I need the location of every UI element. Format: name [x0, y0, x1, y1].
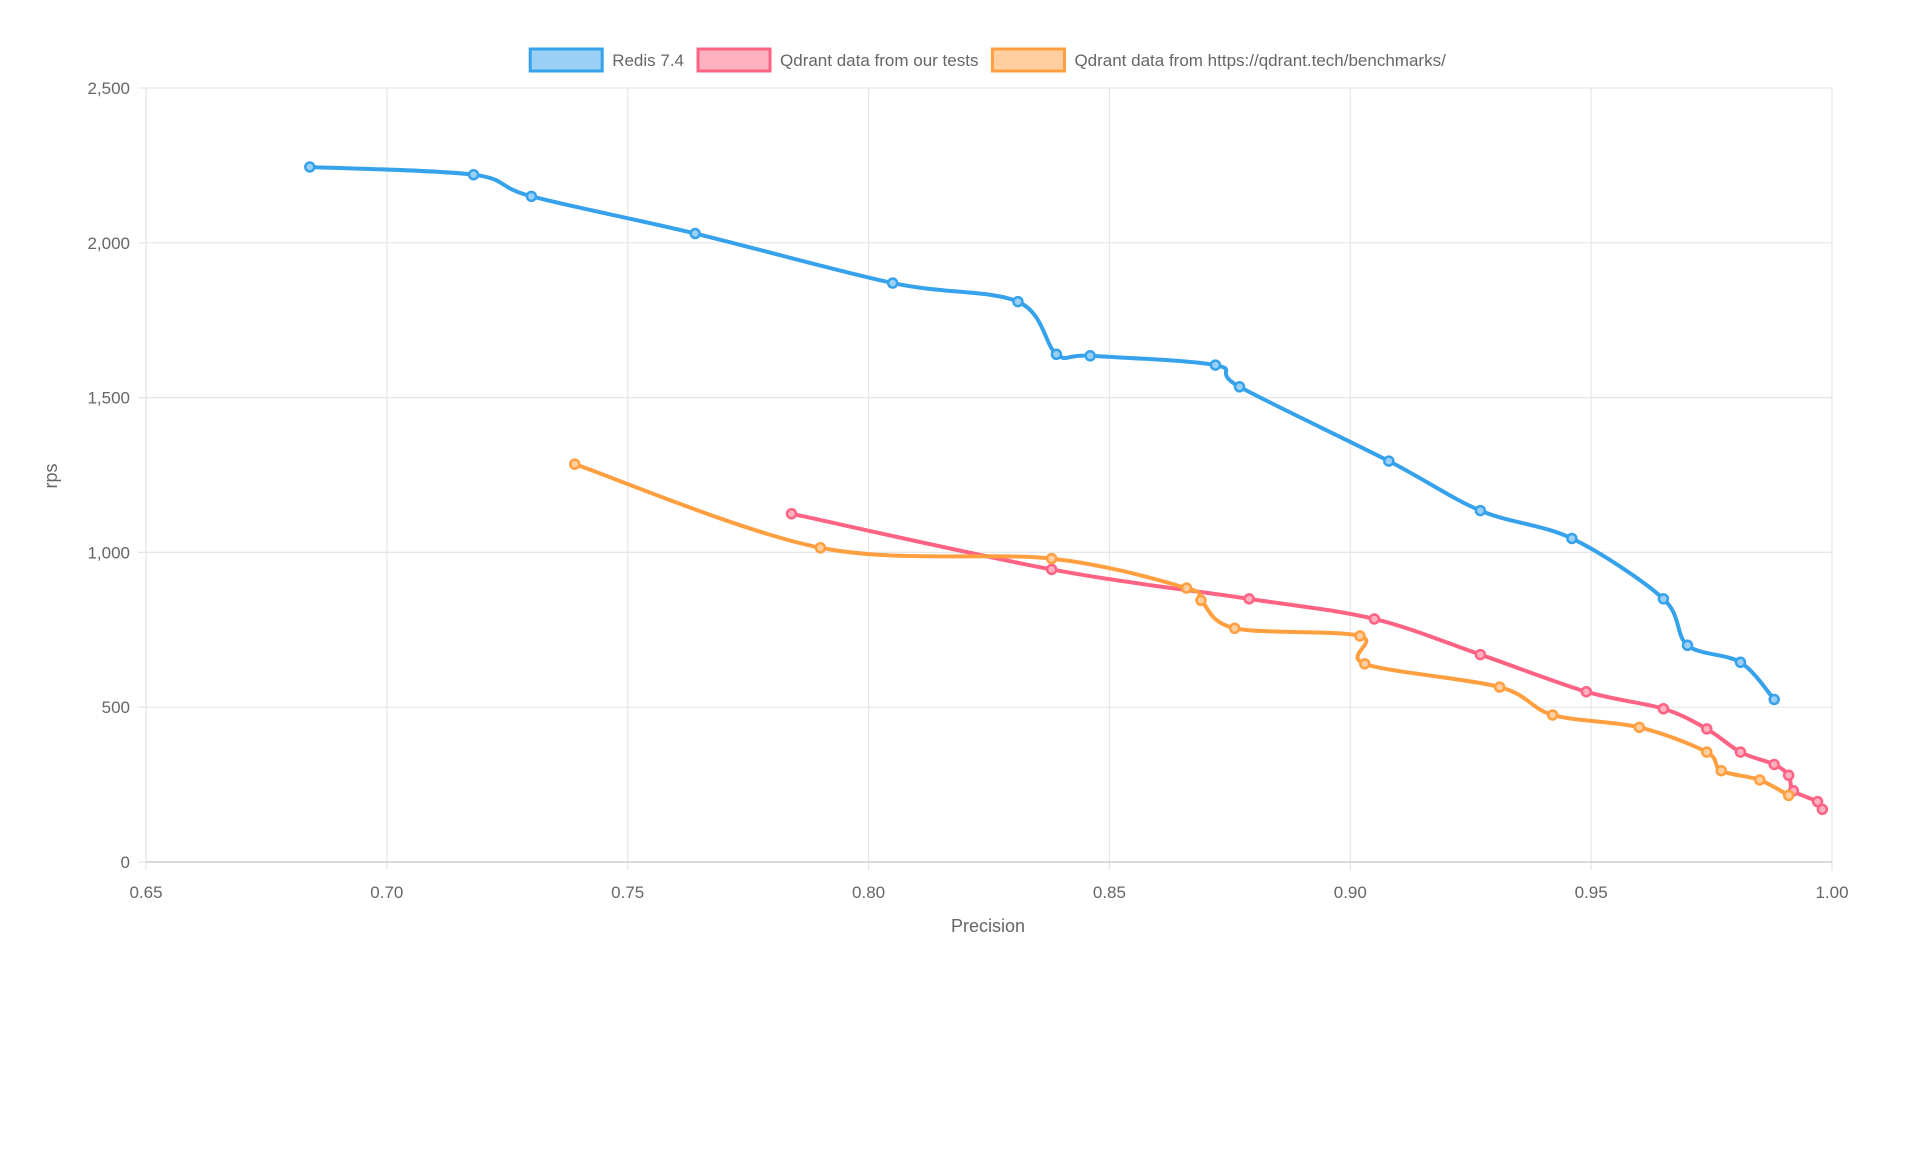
data-point-qdrant-data-from-https-qdrant-tech-benchmarks[interactable] — [1354, 630, 1366, 642]
data-point-qdrant-data-from-https-qdrant-tech-benchmarks[interactable] — [1715, 764, 1727, 777]
data-point-qdrant-data-from-our-tests[interactable] — [1782, 769, 1795, 782]
data-point-qdrant-data-from-our-tests[interactable] — [1657, 702, 1670, 715]
legend-label: Qdrant data from our tests — [780, 51, 978, 70]
series-line-redis-7-4 — [307, 164, 1777, 702]
data-point-redis-7-4[interactable] — [1734, 656, 1747, 669]
legend-item-redis-7-4[interactable]: Redis 7.4 — [528, 47, 684, 73]
data-point-redis-7-4[interactable] — [467, 168, 480, 181]
x-tick-label: 0.65 — [129, 883, 162, 902]
series-line-qdrant-data-from-https-qdrant-tech-benchmarks — [572, 462, 1791, 798]
data-point-qdrant-data-from-https-qdrant-tech-benchmarks[interactable] — [1782, 789, 1795, 802]
x-tick-label: 0.80 — [852, 883, 885, 902]
data-point-redis-7-4[interactable] — [1681, 639, 1694, 652]
y-tick-label: 1,500 — [87, 389, 130, 408]
data-point-qdrant-data-from-our-tests[interactable] — [1734, 746, 1747, 758]
data-point-redis-7-4[interactable] — [1050, 348, 1063, 361]
data-point-redis-7-4[interactable] — [1233, 381, 1246, 393]
data-point-qdrant-data-from-our-tests[interactable] — [1768, 758, 1780, 771]
y-tick-label: 2,500 — [87, 79, 130, 98]
data-point-qdrant-data-from-https-qdrant-tech-benchmarks[interactable] — [568, 458, 581, 470]
x-tick-label: 0.70 — [370, 883, 403, 902]
legend-item-qdrant-data-from-https-qdrant-tech-benchmarks[interactable]: Qdrant data from https://qdrant.tech/ben… — [990, 47, 1446, 73]
data-point-qdrant-data-from-https-qdrant-tech-benchmarks[interactable] — [1228, 622, 1241, 635]
data-point-redis-7-4[interactable] — [1474, 504, 1487, 517]
data-point-redis-7-4[interactable] — [886, 277, 899, 289]
data-point-redis-7-4[interactable] — [1084, 350, 1096, 362]
data-point-qdrant-data-from-our-tests[interactable] — [1816, 803, 1829, 816]
data-point-qdrant-data-from-our-tests[interactable] — [1474, 648, 1487, 661]
legend-label: Qdrant data from https://qdrant.tech/ben… — [1074, 51, 1446, 70]
data-point-qdrant-data-from-our-tests[interactable] — [1701, 723, 1713, 735]
y-tick-label: 1,000 — [87, 543, 130, 562]
legend-item-qdrant-data-from-our-tests[interactable]: Qdrant data from our tests — [696, 47, 978, 73]
data-point-qdrant-data-from-https-qdrant-tech-benchmarks[interactable] — [1358, 658, 1371, 670]
data-point-redis-7-4[interactable] — [304, 161, 316, 173]
series-lines — [304, 161, 1829, 816]
x-tick-label: 0.90 — [1334, 883, 1367, 902]
legend-swatch — [528, 47, 604, 73]
legend-swatch — [990, 47, 1066, 73]
data-point-qdrant-data-from-our-tests[interactable] — [1811, 795, 1824, 808]
data-point-qdrant-data-from-our-tests[interactable] — [1243, 593, 1255, 605]
data-point-qdrant-data-from-our-tests[interactable] — [1580, 685, 1593, 698]
legend-label: Redis 7.4 — [612, 51, 684, 70]
legend-swatch — [696, 47, 772, 73]
data-point-redis-7-4[interactable] — [1383, 455, 1395, 467]
data-point-qdrant-data-from-our-tests[interactable] — [785, 507, 798, 520]
data-point-qdrant-data-from-https-qdrant-tech-benchmarks[interactable] — [1493, 681, 1506, 693]
x-tick-label: 0.75 — [611, 883, 644, 902]
data-point-qdrant-data-from-https-qdrant-tech-benchmarks[interactable] — [1633, 721, 1646, 734]
data-point-qdrant-data-from-https-qdrant-tech-benchmarks[interactable] — [814, 542, 827, 554]
grid-lines — [138, 87, 1833, 870]
x-tick-label: 1.00 — [1815, 883, 1848, 902]
x-tick-label: 0.95 — [1575, 883, 1608, 902]
y-axis-title: rps — [41, 463, 61, 488]
data-point-redis-7-4[interactable] — [1012, 295, 1024, 308]
axes: 0.65 0.70 0.75 0.80 0.85 0.90 0.95 1.00 0 500 1,00… — [87, 79, 1848, 902]
data-point-qdrant-data-from-https-qdrant-tech-benchmarks[interactable] — [1701, 746, 1713, 758]
data-point-qdrant-data-from-https-qdrant-tech-benchmarks[interactable] — [1195, 594, 1207, 607]
data-point-qdrant-data-from-https-qdrant-tech-benchmarks[interactable] — [1045, 552, 1058, 565]
y-tick-label: 0 — [121, 853, 130, 872]
data-point-redis-7-4[interactable] — [1566, 532, 1578, 545]
data-point-qdrant-data-from-our-tests[interactable] — [1045, 563, 1058, 576]
y-tick-label: 500 — [102, 698, 130, 717]
x-axis-title: Precision — [951, 916, 1025, 936]
legend: Redis 7.4 Qdrant data from our tests Qdran… — [528, 47, 1446, 73]
data-point-qdrant-data-from-https-qdrant-tech-benchmarks[interactable] — [1546, 709, 1559, 721]
data-point-redis-7-4[interactable] — [1768, 693, 1780, 706]
data-point-redis-7-4[interactable] — [1657, 593, 1670, 605]
y-tick-label: 2,000 — [87, 234, 130, 253]
x-tick-label: 0.85 — [1093, 883, 1126, 902]
data-point-qdrant-data-from-https-qdrant-tech-benchmarks[interactable] — [1180, 582, 1193, 594]
data-point-qdrant-data-from-https-qdrant-tech-benchmarks[interactable] — [1753, 774, 1766, 786]
data-point-qdrant-data-from-our-tests[interactable] — [1368, 613, 1381, 625]
data-point-redis-7-4[interactable] — [1209, 359, 1222, 371]
data-point-redis-7-4[interactable] — [689, 227, 701, 240]
data-point-redis-7-4[interactable] — [525, 190, 538, 203]
